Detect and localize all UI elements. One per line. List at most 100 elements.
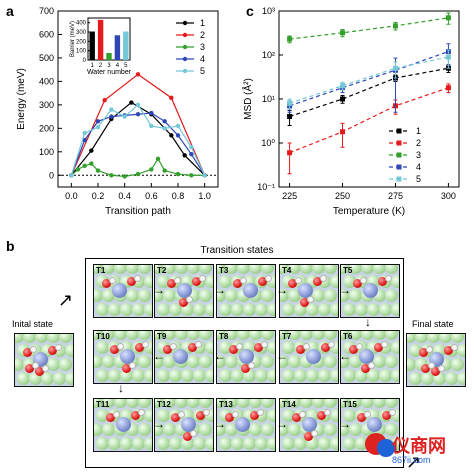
- substrate-atom: [341, 423, 350, 436]
- substrate-atom: [15, 358, 24, 371]
- substrate-atom: [144, 437, 152, 450]
- substrate-atom: [288, 265, 301, 274]
- substrate-atom: [288, 355, 301, 368]
- substrate-atom: [282, 437, 295, 450]
- inset-x-label: Water number: [87, 69, 132, 76]
- substrate-atom: [355, 303, 368, 316]
- substrate-atom: [65, 344, 73, 357]
- substrate-atom: [343, 409, 356, 422]
- substrate-atom: [138, 355, 151, 368]
- oxygen-atom: [313, 277, 322, 286]
- substrate-atom: [132, 437, 145, 450]
- panel-label-a: a: [6, 3, 14, 19]
- series-point-3: [149, 167, 154, 172]
- substrate-atom: [445, 372, 458, 385]
- substrate-atom: [94, 289, 103, 302]
- adatom: [181, 417, 196, 432]
- substrate-atom: [96, 437, 109, 450]
- inset-bar-5: [123, 31, 129, 60]
- substrate-atom: [23, 334, 36, 343]
- y-tick-label: 500: [39, 53, 54, 63]
- substrate-atom: [385, 423, 398, 436]
- substrate-atom: [225, 423, 238, 436]
- series-point-5: [175, 123, 181, 129]
- legend-marker-3: [396, 152, 402, 158]
- oxygen-atom: [225, 413, 234, 422]
- hydrogen-atom: [385, 275, 392, 282]
- watermark-brand: 仪商网: [392, 436, 446, 456]
- hydrogen-atom: [299, 411, 306, 418]
- substrate-atom: [385, 289, 398, 302]
- substrate-atom: [312, 265, 325, 274]
- series-point-4: [162, 119, 167, 124]
- substrate-atom: [225, 331, 238, 340]
- oxygen-atom: [292, 413, 301, 422]
- x-tick-label: 1.0: [198, 191, 211, 201]
- hydrogen-atom: [428, 362, 435, 369]
- substrate-atom: [157, 275, 170, 288]
- legend-marker-2: [182, 32, 188, 38]
- transition-state-tile: T2: [154, 264, 214, 318]
- substrate-atom: [407, 334, 416, 343]
- oxygen-atom: [127, 277, 136, 286]
- substrate-atom: [330, 275, 338, 288]
- flow-arrow-icon: ↓: [118, 381, 124, 395]
- oxygen-atom: [233, 279, 242, 288]
- oxygen-atom: [23, 348, 32, 357]
- substrate-atom: [231, 303, 244, 316]
- substrate-atom: [138, 423, 151, 436]
- hydrogen-atom: [320, 275, 327, 282]
- substrate-atom: [294, 437, 307, 450]
- series-point-3: [109, 173, 114, 178]
- substrate-atom: [255, 303, 268, 316]
- substrate-atom: [280, 399, 289, 408]
- hydrogen-atom: [178, 411, 185, 418]
- series-point-5: [445, 54, 451, 60]
- substrate-atom: [385, 399, 398, 408]
- legend-marker-5: [396, 176, 402, 182]
- series-point-5: [162, 126, 167, 131]
- hydrogen-atom: [236, 343, 243, 350]
- legend-label-1: 1: [200, 18, 205, 28]
- hydrogen-atom: [426, 346, 433, 353]
- oxygen-atom: [102, 279, 111, 288]
- substrate-atom: [193, 303, 206, 316]
- tile-label: T7: [282, 332, 292, 341]
- adatom: [243, 283, 258, 298]
- flow-arrow-icon: →: [214, 417, 226, 431]
- oxygen-atom: [25, 364, 34, 373]
- x-tick-label: 0.8: [172, 191, 185, 201]
- hydrogen-atom: [232, 411, 239, 418]
- oxygen-atom: [382, 411, 391, 420]
- series-line-4: [70, 112, 206, 176]
- inset-bar-4: [114, 35, 121, 60]
- series-point-5: [392, 65, 398, 71]
- substrate-atom: [217, 355, 226, 368]
- series-point-3: [189, 173, 194, 178]
- series-point-2: [445, 85, 451, 91]
- hydrogen-atom: [324, 409, 331, 416]
- substrate-atom: [126, 399, 139, 408]
- hydrogen-atom: [109, 277, 116, 284]
- substrate-atom: [96, 409, 109, 422]
- y-tick-label: 200: [39, 123, 54, 133]
- substrate-atom: [199, 399, 212, 408]
- legend-marker-3: [182, 44, 188, 50]
- substrate-atom: [341, 289, 350, 302]
- legend-label-5: 5: [416, 174, 421, 184]
- hydrogen-atom: [311, 430, 318, 437]
- msd-chart: 10⁻¹ 10⁰ 10¹ 10² 10³ 225 250 275 300 MSD (Å²) Temp…: [241, 6, 460, 217]
- substrate-atom: [175, 399, 188, 408]
- substrate-atom: [267, 409, 275, 422]
- substrate-atom: [255, 369, 268, 382]
- substrate-atom: [219, 275, 232, 288]
- curved-arrow-right: ↗: [406, 452, 422, 472]
- hydrogen-atom: [328, 341, 335, 348]
- adatom: [367, 417, 382, 432]
- substrate-atom: [199, 423, 212, 436]
- substrate-atom: [373, 265, 386, 274]
- substrate-atom: [361, 265, 374, 274]
- tile-label: T5: [343, 266, 353, 275]
- substrate-atom: [59, 334, 72, 343]
- substrate-atom: [126, 331, 139, 340]
